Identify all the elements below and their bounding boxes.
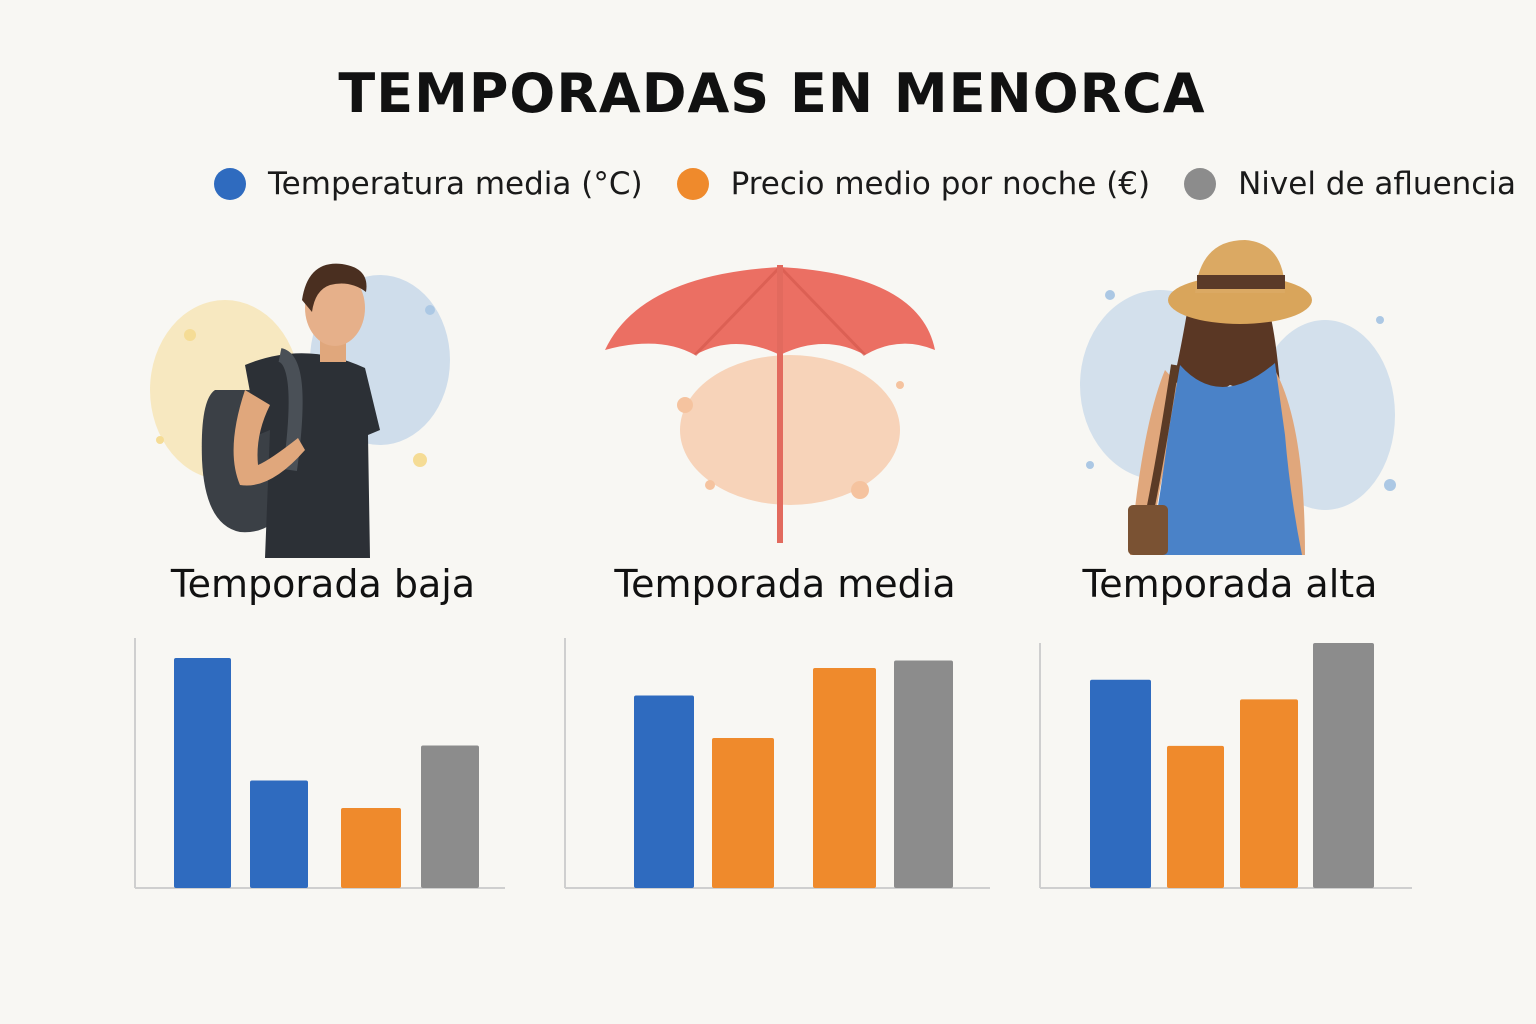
- bar-3-1: [1090, 679, 1151, 888]
- legend-swatch-crowd: [1184, 168, 1217, 200]
- chart-temporada-alta: [1039, 643, 1412, 889]
- bar-2-4: [894, 660, 953, 888]
- bar-1-2: [250, 780, 308, 888]
- legend-swatch-temperature: [214, 168, 246, 200]
- chart-temporada-baja: [134, 638, 505, 889]
- legend-label-temperature: Temperatura media (°C): [268, 166, 643, 202]
- beach-umbrella-illustration: [605, 265, 935, 543]
- bar-2-2: [712, 738, 774, 888]
- legend-swatch-price: [676, 168, 709, 200]
- bar-1-3: [341, 808, 401, 888]
- woman-sun-hat-illustration: [1080, 240, 1396, 555]
- legend-item-temperature: Temperatura media (°C): [214, 166, 643, 202]
- panel-label-baja: Temporada baja: [170, 562, 476, 606]
- bar-3-2: [1167, 745, 1224, 888]
- bar-3-4: [1313, 643, 1374, 888]
- bar-1-4: [421, 745, 479, 888]
- panel-label-media: Temporada media: [614, 562, 956, 606]
- backpacker-man-illustration: [150, 263, 450, 558]
- bar-2-1: [634, 695, 694, 888]
- legend-label-crowd: Nivel de afluencia: [1238, 166, 1516, 202]
- panel-label-alta: Temporada alta: [1082, 562, 1378, 606]
- chart-temporada-media: [564, 638, 990, 889]
- legend-item-price: Precio medio por noche (€): [676, 166, 1151, 202]
- bar-2-3: [813, 668, 876, 888]
- bar-1-1: [174, 658, 231, 888]
- legend-label-price: Precio medio por noche (€): [730, 166, 1151, 202]
- chart-title: TEMPORADAS EN MENORCA: [338, 62, 1206, 125]
- legend: Temperatura media (°C) Precio medio por …: [214, 162, 1516, 206]
- legend-item-crowd: Nivel de afluencia: [1184, 166, 1516, 202]
- bar-3-3: [1240, 699, 1298, 888]
